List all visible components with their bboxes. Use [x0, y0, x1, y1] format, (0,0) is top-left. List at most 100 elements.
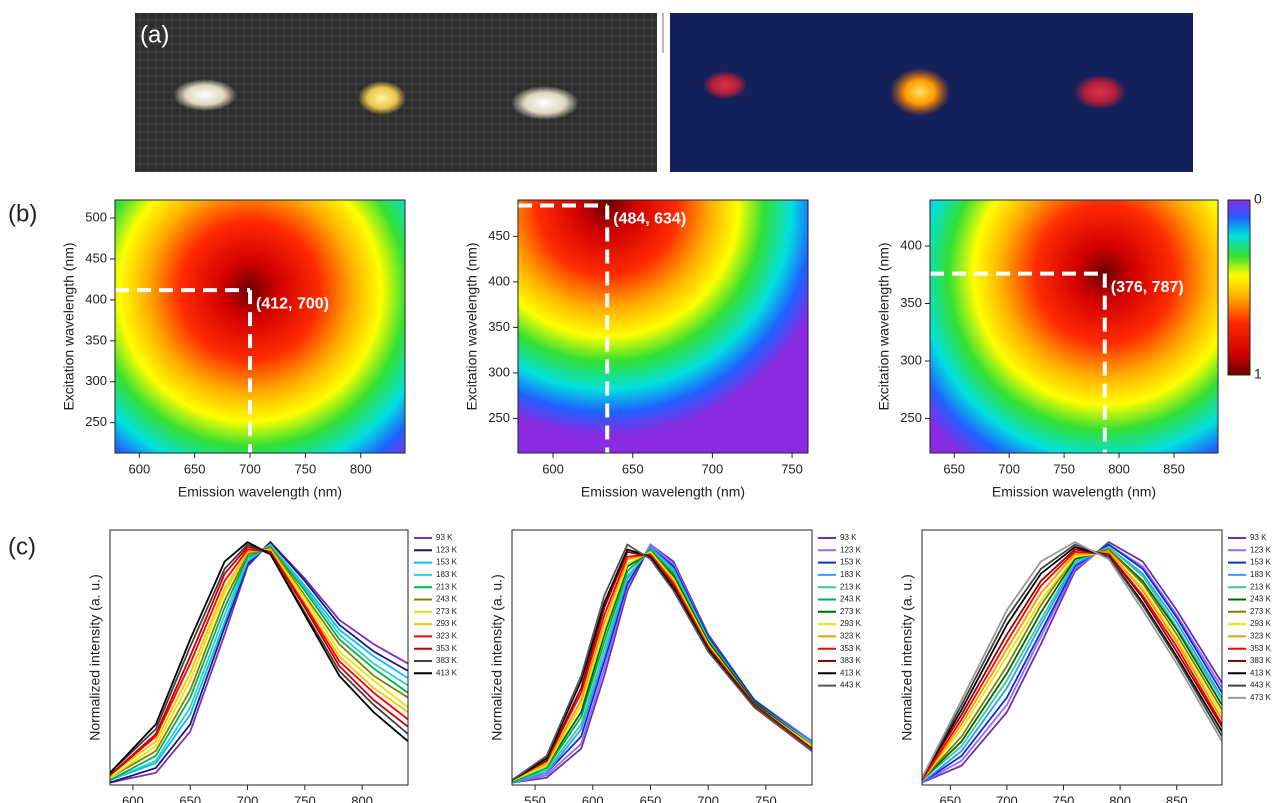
- colorbar: [1228, 200, 1250, 375]
- legend-label: 243 K: [1250, 595, 1272, 604]
- x-tick-label: 800: [351, 793, 373, 803]
- y-tick-label: 250: [85, 414, 107, 429]
- spectrum-line: [110, 549, 408, 777]
- legend-label: 273 K: [840, 607, 862, 616]
- spectrum-line: [922, 552, 1222, 780]
- heatmap-image: [518, 200, 808, 453]
- y-tick-label: 350: [85, 332, 107, 347]
- figure: (a) (b) (c) (412, 700)600650700750800250…: [0, 0, 1276, 803]
- legend-label: 213 K: [1250, 582, 1272, 591]
- x-tick-label: 700: [996, 793, 1018, 803]
- divider: [662, 13, 664, 53]
- x-tick-label: 750: [1053, 793, 1075, 803]
- spectrum-line: [922, 552, 1222, 780]
- y-axis-title: Excitation wavelength (nm): [876, 242, 892, 410]
- y-axis-title: Normalized intensity (a. u.): [87, 574, 103, 741]
- legend-label: 323 K: [1250, 632, 1272, 641]
- x-tick-label: 650: [640, 793, 662, 803]
- legend-label: 243 K: [436, 595, 458, 604]
- x-tick-label: 650: [179, 793, 201, 803]
- spectrum-line: [110, 545, 408, 781]
- legend-label: 323 K: [840, 632, 862, 641]
- panel-label: (c): [8, 533, 36, 560]
- x-tick-label: 700: [702, 461, 724, 476]
- x-tick-label: 650: [184, 461, 206, 476]
- x-tick-label: 650: [622, 461, 644, 476]
- x-axis-title: Emission wavelength (nm): [581, 484, 745, 500]
- y-tick-label: 450: [85, 250, 107, 265]
- x-tick-label: 700: [237, 793, 259, 803]
- legend-label: 293 K: [436, 619, 458, 628]
- legend-label: 443 K: [840, 681, 862, 690]
- y-tick-label: 250: [488, 410, 510, 425]
- legend-label: 383 K: [436, 656, 458, 665]
- legend-label: 413 K: [1250, 668, 1272, 677]
- legend-label: 413 K: [840, 668, 862, 677]
- heatmap-image: [115, 200, 405, 453]
- x-tick-label: 750: [294, 793, 316, 803]
- spectrum-line: [110, 545, 408, 781]
- x-axis-title: Emission wavelength (nm): [992, 484, 1156, 500]
- x-tick-label: 750: [1053, 461, 1075, 476]
- y-tick-label: 350: [900, 295, 922, 310]
- y-tick-label: 300: [488, 364, 510, 379]
- heatmap-image: [930, 200, 1218, 453]
- y-axis-title: Excitation wavelength (nm): [61, 242, 77, 410]
- y-tick-label: 300: [85, 373, 107, 388]
- x-tick-label: 600: [542, 461, 564, 476]
- legend-label: 93 K: [840, 533, 857, 542]
- x-axis-title: Emission wavelength (nm): [178, 484, 342, 500]
- y-tick-label: 450: [488, 228, 510, 243]
- legend-label: 293 K: [1250, 619, 1272, 628]
- legend-label: 183 K: [1250, 570, 1272, 579]
- x-tick-label: 700: [998, 461, 1020, 476]
- spectrum-line: [110, 547, 408, 780]
- x-tick-label: 750: [781, 461, 803, 476]
- legend-label: 293 K: [840, 619, 862, 628]
- y-tick-label: 400: [488, 273, 510, 288]
- x-tick-label: 800: [1108, 461, 1130, 476]
- legend-label: 473 K: [1250, 693, 1272, 702]
- x-tick-label: 850: [1163, 461, 1185, 476]
- y-axis-title: Normalized intensity (a. u.): [899, 574, 915, 741]
- x-tick-label: 800: [350, 461, 372, 476]
- peak-annotation: (484, 634): [613, 211, 686, 228]
- legend-label: 153 K: [436, 558, 458, 567]
- legend-label: 383 K: [840, 656, 862, 665]
- legend-label: 353 K: [436, 644, 458, 653]
- legend-label: 353 K: [840, 644, 862, 653]
- legend-label: 213 K: [840, 582, 862, 591]
- y-tick-label: 350: [488, 319, 510, 334]
- x-tick-label: 550: [524, 793, 546, 803]
- photo-uv: [670, 13, 1193, 172]
- legend-label: 93 K: [1250, 533, 1267, 542]
- legend-label: 273 K: [1250, 607, 1272, 616]
- legend-label: 383 K: [1250, 656, 1272, 665]
- x-tick-label: 750: [755, 793, 777, 803]
- legend-label: 443 K: [1250, 681, 1272, 690]
- x-tick-label: 600: [582, 793, 604, 803]
- spectrum-line: [922, 552, 1222, 780]
- x-tick-label: 800: [1109, 793, 1131, 803]
- y-tick-label: 300: [900, 352, 922, 367]
- legend-label: 183 K: [840, 570, 862, 579]
- colorbar-tick-label: 1: [1254, 366, 1262, 382]
- x-tick-label: 850: [1166, 793, 1188, 803]
- legend-label: 273 K: [436, 607, 458, 616]
- legend-label: 123 K: [840, 545, 862, 554]
- y-tick-label: 400: [85, 291, 107, 306]
- x-tick-label: 650: [939, 793, 961, 803]
- y-axis-title: Excitation wavelength (nm): [464, 242, 480, 410]
- legend-label: 413 K: [436, 668, 458, 677]
- y-axis-title: Normalized intensity (a. u.): [489, 574, 505, 741]
- legend-label: 353 K: [1250, 644, 1272, 653]
- spectrum-line: [110, 549, 408, 775]
- legend-label: 323 K: [436, 632, 458, 641]
- legend-label: 153 K: [1250, 558, 1272, 567]
- y-tick-label: 250: [900, 410, 922, 425]
- x-tick-label: 600: [128, 461, 150, 476]
- x-tick-label: 650: [943, 461, 965, 476]
- x-tick-label: 600: [122, 793, 144, 803]
- legend-label: 243 K: [840, 595, 862, 604]
- y-tick-label: 400: [900, 237, 922, 252]
